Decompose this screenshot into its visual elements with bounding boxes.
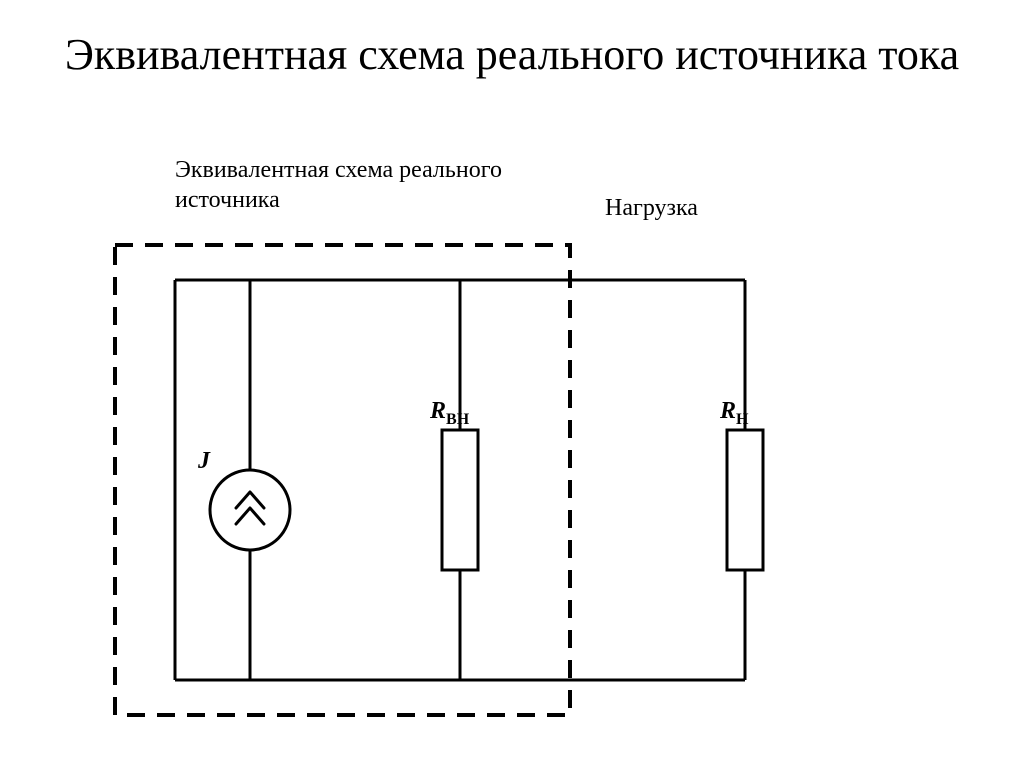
resistor-internal-label: RВН bbox=[429, 398, 470, 428]
circuit-diagram: J RВН RН bbox=[0, 0, 1024, 767]
current-source-label: J bbox=[197, 448, 211, 474]
resistor-internal-icon bbox=[442, 430, 478, 570]
slide: Эквивалентная схема реального источника … bbox=[0, 0, 1024, 767]
dashed-source-box bbox=[115, 245, 570, 715]
resistor-load-icon bbox=[727, 430, 763, 570]
